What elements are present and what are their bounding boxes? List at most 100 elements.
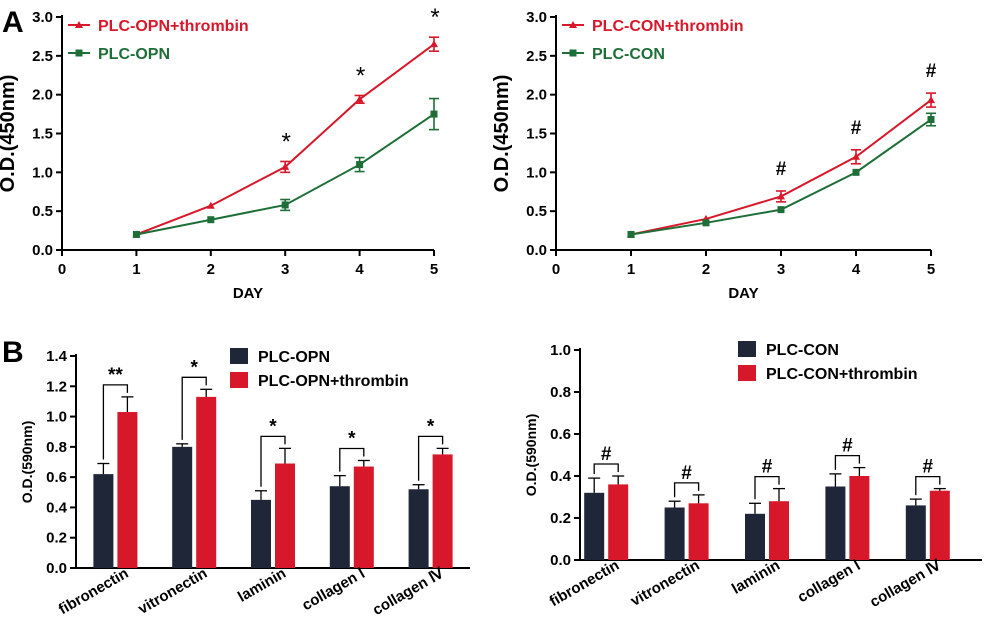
- legend-swatch: [230, 348, 248, 364]
- x-tick-label: 3: [281, 261, 289, 278]
- line-chart-con: 0.0 0.5 1.0 1.5 2.0 2.5 3.0 0 1 2 3 4 5 DAY O.D.(450nm…: [491, 9, 937, 302]
- y-tick-label: 1.5: [526, 126, 547, 143]
- x-tick-label: 4: [355, 261, 364, 278]
- category-label: laminin: [729, 557, 783, 598]
- significance-mark: #: [842, 436, 853, 457]
- y-tick-label: 0.2: [46, 530, 67, 547]
- y-tick-label: 3.0: [32, 9, 53, 26]
- bar: [251, 499, 271, 568]
- data-point: [207, 216, 215, 224]
- x-tick-label: 1: [627, 261, 635, 278]
- bar: [172, 446, 193, 568]
- significance-mark: #: [601, 444, 612, 465]
- y-tick-label: 1.5: [32, 126, 53, 143]
- legend-swatch: [230, 372, 248, 388]
- significance-mark: *: [269, 416, 277, 437]
- significance-bracket: [181, 376, 207, 440]
- bar: [117, 412, 138, 568]
- bar: [196, 396, 217, 568]
- bar: [825, 486, 846, 560]
- legend-label: PLC-CON+thrombin: [766, 366, 918, 383]
- bar-chart-con: 0.00.20.40.60.81.0O.D.(590nm) #fibronecti…: [523, 341, 982, 611]
- legend-label: PLC-CON+thrombin: [592, 18, 744, 35]
- legend-label: PLC-OPN+thrombin: [98, 18, 249, 35]
- data-point: [430, 40, 438, 48]
- legend-swatch: [738, 365, 756, 381]
- y-tick-label: 1.0: [32, 164, 53, 181]
- bar: [688, 503, 709, 560]
- significance-mark: #: [681, 463, 692, 484]
- y-tick-label: 0.6: [550, 426, 571, 443]
- y-tick-label: 2.0: [526, 87, 547, 104]
- legend-label: PLC-OPN+thrombin: [258, 373, 409, 390]
- bar: [353, 466, 374, 568]
- bar: [849, 476, 870, 560]
- data-point: [355, 95, 364, 103]
- significance-bracket: [102, 384, 129, 460]
- x-tick-label: 3: [777, 261, 785, 278]
- bar: [769, 501, 789, 560]
- data-point: [852, 152, 860, 160]
- legend-marker: [569, 49, 577, 57]
- significance-bracket: [754, 475, 780, 500]
- y-tick-label: 0.5: [526, 203, 547, 220]
- bar-chart-opn: 0.00.20.40.60.81.01.21.4O.D.(590nm)**fib…: [19, 348, 470, 619]
- significance-bracket: [417, 435, 444, 481]
- y-tick-label: 1.0: [46, 409, 67, 426]
- data-point: [430, 110, 438, 118]
- category-label: collagen Ⅳ: [370, 564, 448, 619]
- significance-bracket: [915, 475, 941, 496]
- significance-mark: #: [851, 118, 862, 139]
- x-tick-label: 5: [927, 261, 935, 278]
- legend-label: PLC-CON: [592, 46, 665, 63]
- legend-marker: [75, 49, 83, 57]
- significance-mark: #: [762, 457, 773, 478]
- data-point: [206, 201, 215, 209]
- y-tick-label: 1.4: [46, 348, 68, 365]
- y-tick-label: 0.0: [32, 242, 53, 259]
- significance-bracket: [339, 447, 365, 472]
- panel-letter-b: B: [2, 336, 24, 369]
- significance-mark: *: [429, 4, 439, 31]
- y-tick-label: 0.4: [46, 499, 68, 516]
- legend-marker: [569, 21, 577, 28]
- category-label: collagen Ⅰ: [795, 557, 864, 606]
- y-tick-label: 1.2: [46, 378, 67, 395]
- bar: [93, 474, 114, 568]
- data-point: [281, 201, 289, 209]
- y-tick-label: 2.0: [32, 87, 53, 104]
- y-axis-title: O.D.(590nm): [19, 421, 35, 503]
- category-label: collagen Ⅰ: [299, 565, 368, 614]
- significance-mark: #: [776, 159, 787, 180]
- panel-letter-a: A: [2, 6, 24, 39]
- significance-mark: *: [348, 428, 356, 449]
- line-chart-opn: 0.0 0.5 1.0 1.5 2.0 2.5 3.0 0 1 2 3 4 5 DAY O.D.(450nm…: [0, 4, 439, 302]
- y-tick-label: 0.0: [550, 552, 571, 569]
- x-tick-label: 4: [852, 261, 861, 278]
- category-label: vitronectin: [628, 557, 703, 610]
- category-label: vitronectin: [135, 565, 210, 618]
- x-tick-label: 1: [132, 261, 140, 278]
- y-tick-label: 0.6: [46, 469, 67, 486]
- legend-label: PLC-OPN: [258, 349, 330, 366]
- legend-marker: [75, 21, 83, 28]
- significance-mark: *: [281, 128, 291, 155]
- significance-bracket: [834, 454, 861, 470]
- y-tick-label: 0.0: [46, 560, 67, 577]
- data-point: [927, 96, 935, 104]
- bar: [745, 513, 765, 560]
- y-tick-label: 2.5: [32, 48, 53, 65]
- significance-mark: #: [923, 457, 934, 478]
- y-tick-label: 0.5: [32, 203, 53, 220]
- y-tick-label: 0.8: [550, 384, 571, 401]
- x-tick-label: 2: [207, 261, 215, 278]
- y-tick-label: 1.0: [550, 342, 571, 359]
- category-label: laminin: [235, 565, 289, 606]
- x-tick-label: 2: [702, 261, 710, 278]
- data-point: [927, 116, 935, 124]
- bar: [664, 507, 685, 560]
- significance-mark: *: [427, 416, 435, 437]
- data-point: [702, 219, 710, 227]
- x-tick-label: 0: [58, 261, 66, 278]
